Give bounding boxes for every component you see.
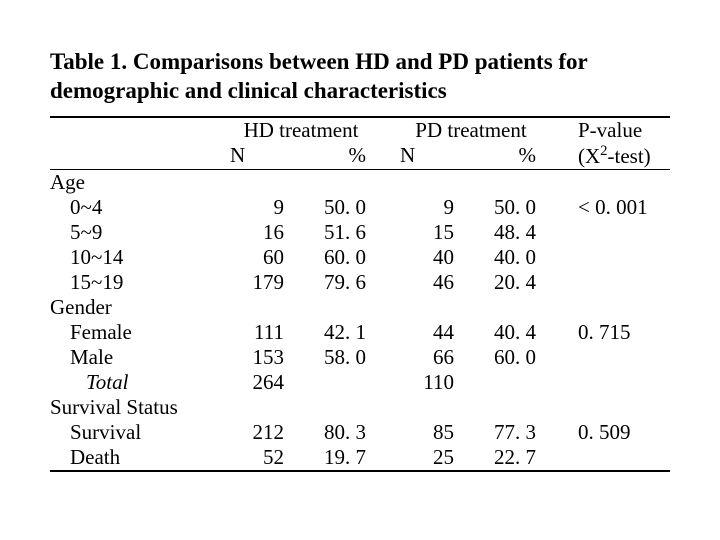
hd-n: 264 [230,370,290,395]
hd-pct: 42. 1 [290,320,372,345]
col-header-hd-n: N [230,143,290,170]
p-value [570,345,670,370]
hd-n: 16 [230,220,290,245]
hd-n: 153 [230,345,290,370]
p-value: < 0. 001 [570,195,670,220]
col-header-hd-pct: % [290,143,372,170]
header-row-groups: HD treatment PD treatment P-value [50,117,670,143]
row-label: 5~9 [50,220,230,245]
pd-pct: 20. 4 [460,270,542,295]
table-row: 15~1917979. 6 4620. 4 [50,270,670,295]
pd-n: 15 [400,220,460,245]
pd-n: 66 [400,345,460,370]
row-label: Total [50,370,230,395]
pd-n: 85 [400,420,460,445]
pd-n: 46 [400,270,460,295]
pd-pct: 40. 0 [460,245,542,270]
p-value [570,270,670,295]
hd-n: 52 [230,445,290,471]
table-row: Female11142. 1 4440. 4 0. 715 [50,320,670,345]
section-label: Age [50,169,230,195]
hd-pct: 79. 6 [290,270,372,295]
row-label: Female [50,320,230,345]
pd-pct: 48. 4 [460,220,542,245]
table-row: Death5219. 7 2522. 7 [50,445,670,471]
section-label: Survival Status [50,395,230,420]
pd-n: 110 [400,370,460,395]
p-value [570,370,670,395]
table-row: 0~4950. 0950. 0< 0. 001 [50,195,670,220]
table-row: Survival21280. 3 8577. 3 0. 509 [50,420,670,445]
row-label: Male [50,345,230,370]
hd-pct: 51. 6 [290,220,372,245]
col-header-pvalue: P-value [570,117,670,143]
p-value [570,245,670,270]
hd-pct: 58. 0 [290,345,372,370]
hd-n: 60 [230,245,290,270]
p-value [570,445,670,471]
hd-n: 111 [230,320,290,345]
row-label: 15~19 [50,270,230,295]
col-header-pd-n: N [400,143,460,170]
hd-n: 212 [230,420,290,445]
hd-pct [290,370,372,395]
col-header-pd-pct: % [460,143,542,170]
pd-pct: 40. 4 [460,320,542,345]
pd-n: 9 [400,195,460,220]
col-header-hd: HD treatment [230,117,372,143]
section-label-row: Gender [50,295,670,320]
p-value: 0. 715 [570,320,670,345]
header-row-sub: N%N%(X2-test) [50,143,670,170]
pd-n: 25 [400,445,460,471]
hd-pct: 80. 3 [290,420,372,445]
row-label: 0~4 [50,195,230,220]
hd-n: 9 [230,195,290,220]
p-value: 0. 509 [570,420,670,445]
section-label-row: Age [50,169,670,195]
pd-pct: 60. 0 [460,345,542,370]
row-label: Survival [50,420,230,445]
hd-n: 179 [230,270,290,295]
p-value [570,220,670,245]
hd-pct: 50. 0 [290,195,372,220]
hd-pct: 19. 7 [290,445,372,471]
comparison-table: HD treatmentPD treatmentP-valueN%N%(X2-t… [50,116,670,472]
col-header-test: (X2-test) [570,143,670,170]
pd-pct: 22. 7 [460,445,542,471]
col-header-pd: PD treatment [400,117,542,143]
pd-pct: 77. 3 [460,420,542,445]
table-caption: Table 1. Comparisons between HD and PD p… [50,48,670,106]
row-label: Death [50,445,230,471]
table-row: Total264 110 [50,370,670,395]
pd-pct: 50. 0 [460,195,542,220]
pd-n: 40 [400,245,460,270]
table-row: 10~146060. 0 4040. 0 [50,245,670,270]
hd-pct: 60. 0 [290,245,372,270]
section-label-row: Survival Status [50,395,670,420]
pd-pct [460,370,542,395]
table-row: Male15358. 0 6660. 0 [50,345,670,370]
pd-n: 44 [400,320,460,345]
table-row: 5~91651. 6 1548. 4 [50,220,670,245]
row-label: 10~14 [50,245,230,270]
section-label: Gender [50,295,230,320]
